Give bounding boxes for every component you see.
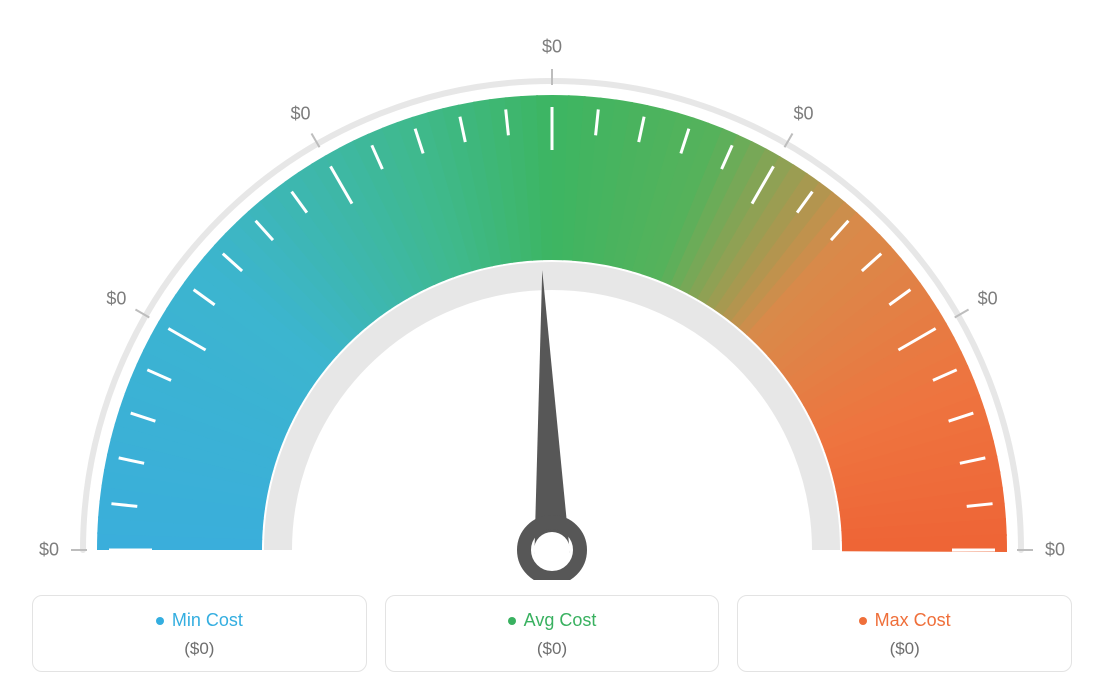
- gauge-chart: $0 $0 $0 $0 $0 $0 $0: [32, 20, 1072, 580]
- gauge-tick-label: $0: [542, 37, 562, 58]
- gauge-svg: [32, 20, 1072, 580]
- gauge-tick-label: $0: [39, 540, 59, 561]
- cost-gauge-widget: $0 $0 $0 $0 $0 $0 $0 Min Cost ($0) Avg Cost ($…: [0, 0, 1104, 690]
- legend-title-max: Max Cost: [859, 610, 951, 631]
- gauge-tick-label: $0: [106, 288, 126, 309]
- legend-card-avg: Avg Cost ($0): [385, 595, 720, 672]
- legend-label-avg: Avg Cost: [524, 610, 597, 631]
- legend-dot-min: [156, 617, 164, 625]
- legend-value-min: ($0): [43, 639, 356, 659]
- legend-card-max: Max Cost ($0): [737, 595, 1072, 672]
- legend-row: Min Cost ($0) Avg Cost ($0) Max Cost ($0…: [32, 595, 1072, 672]
- legend-title-avg: Avg Cost: [508, 610, 597, 631]
- legend-card-min: Min Cost ($0): [32, 595, 367, 672]
- legend-dot-avg: [508, 617, 516, 625]
- gauge-tick-label: $0: [793, 104, 813, 125]
- legend-value-avg: ($0): [396, 639, 709, 659]
- legend-dot-max: [859, 617, 867, 625]
- legend-label-max: Max Cost: [875, 610, 951, 631]
- legend-title-min: Min Cost: [156, 610, 243, 631]
- gauge-tick-label: $0: [290, 104, 310, 125]
- gauge-tick-label: $0: [978, 288, 998, 309]
- legend-label-min: Min Cost: [172, 610, 243, 631]
- legend-value-max: ($0): [748, 639, 1061, 659]
- gauge-tick-label: $0: [1045, 540, 1065, 561]
